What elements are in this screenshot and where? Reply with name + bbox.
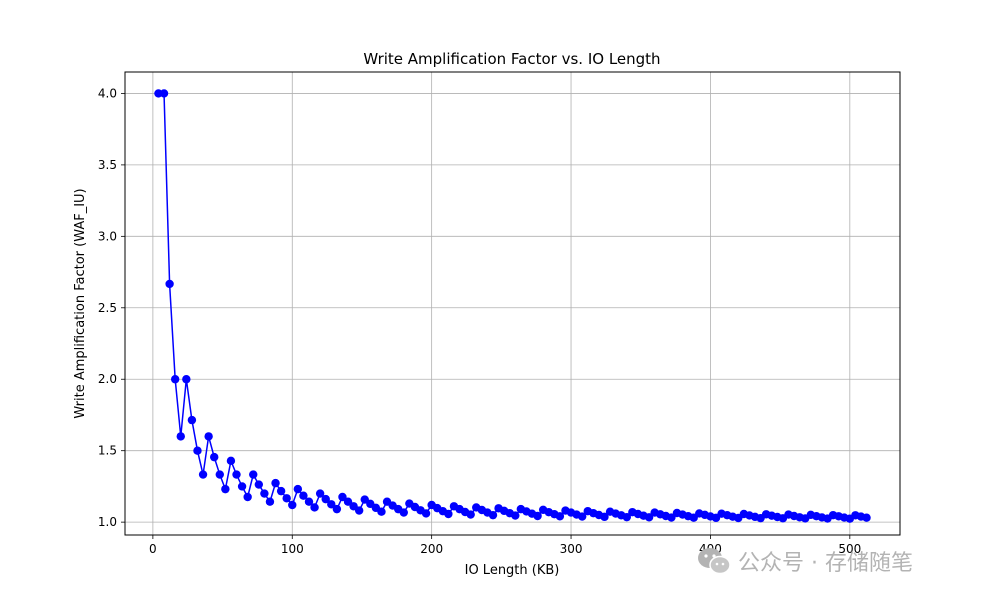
data-point [232,470,241,479]
data-point [293,484,303,494]
x-tick-label: 100 [281,542,304,556]
data-point [533,511,542,521]
data-point [243,492,252,502]
y-axis-ticks: 1.0 1.5 2.0 2.5 3.0 3.5 4.0 [98,86,125,529]
data-point [321,494,330,504]
data-point [276,486,286,496]
data-point [667,513,676,522]
y-tick-label: 2.5 [98,301,117,315]
y-tick-label: 3.0 [98,229,117,243]
y-tick-label: 3.5 [98,158,117,172]
data-point [862,513,871,522]
data-point [170,375,180,384]
watermark: 公众号 · 存储随笔 [696,545,913,577]
data-point [182,375,191,384]
chart-title: Write Amplification Factor vs. IO Length [363,50,660,68]
data-point [421,509,431,518]
y-tick-label: 4.0 [98,86,117,100]
plot-frame [124,71,901,536]
data-point [210,452,219,462]
x-tick-label: 300 [560,542,583,556]
y-tick-label: 2.0 [98,372,117,386]
data-point [310,503,319,512]
data-point [600,512,609,522]
data-point [444,509,453,519]
data-point [204,432,213,441]
data-point [304,497,314,506]
data-point [622,512,631,522]
data-point [260,489,269,498]
data-point [249,470,258,479]
x-axis-label: IO Length (KB) [465,563,560,578]
data-point [399,508,408,517]
data-point [327,500,336,509]
data-point [488,510,498,520]
y-tick-label: 1.5 [98,444,117,458]
data-point [511,511,520,520]
data-point [644,513,654,522]
data-point [377,507,386,516]
y-axis-label: Write Amplification Factor (WAF_IU) [73,188,88,418]
data-point [315,489,325,498]
data-point [226,456,236,466]
x-tick-label: 500 [838,542,861,556]
data-point [165,279,174,289]
data-point [354,506,364,515]
data-point [343,497,353,506]
data-point [159,89,169,98]
data-point [299,491,308,500]
series-markers [154,89,871,523]
y-tick-label: 1.0 [98,515,117,529]
data-point [265,497,275,506]
data-point [254,480,264,489]
data-point [332,504,342,514]
data-point [577,512,587,521]
data-point [271,478,280,488]
data-point [187,415,197,425]
data-point [282,494,291,503]
data-point [176,432,185,441]
x-tick-label: 200 [420,542,443,556]
wechat-logo-icon [698,548,731,575]
data-point [555,512,565,521]
data-point [215,470,224,479]
data-point [221,484,230,494]
data-point [193,446,202,455]
x-tick-label: 0 [149,542,157,556]
data-point [466,510,475,519]
watermark-text: 公众号 · 存储随笔 [738,551,913,576]
data-point [198,470,208,479]
data-point [338,492,347,502]
data-point [237,482,247,491]
data-point [288,500,297,510]
grid [125,72,900,535]
